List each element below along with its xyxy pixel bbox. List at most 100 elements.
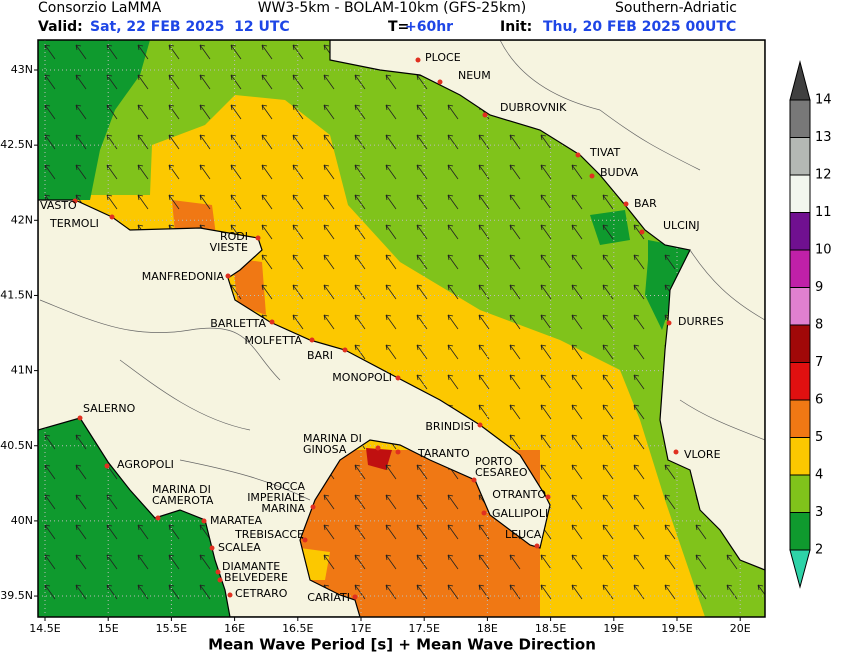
arrow (75, 44, 87, 60)
arrow (478, 194, 490, 210)
city-label: TIVAT (589, 146, 620, 159)
colorbar-segment (789, 212, 811, 251)
city-label: BRINDISI (425, 420, 474, 433)
city-label: VLORE (684, 448, 721, 461)
arrow (571, 344, 583, 360)
arrow (106, 584, 118, 600)
arrow (633, 344, 645, 360)
arrow (602, 584, 614, 600)
arrow (571, 164, 583, 180)
arrow (602, 434, 614, 450)
arrow (633, 434, 645, 450)
arrow (385, 164, 397, 180)
arrow (354, 524, 366, 540)
colorbar-label: 5 (815, 430, 823, 445)
arrow (106, 74, 118, 90)
arrow (44, 164, 56, 180)
arrow (633, 314, 645, 330)
arrow (75, 104, 87, 120)
arrow (509, 584, 521, 600)
lead: +60hr (405, 19, 453, 35)
arrow (106, 524, 118, 540)
arrow (230, 194, 242, 210)
arrow (478, 374, 490, 390)
city-dot (309, 337, 315, 343)
arrow (447, 344, 459, 360)
arrow (354, 584, 366, 600)
arrow (416, 134, 428, 150)
arrow (478, 314, 490, 330)
city-label: TREBISACCE (234, 528, 304, 541)
city-label: ULCINJ (663, 219, 700, 232)
arrow (354, 464, 366, 480)
arrow (137, 104, 149, 120)
arrow (664, 494, 676, 510)
arrow (571, 524, 583, 540)
arrow (292, 194, 304, 210)
city-label: OTRANTO (492, 488, 546, 501)
city-label: BUDVA (600, 166, 639, 179)
arrow (571, 584, 583, 600)
arrow (106, 134, 118, 150)
arrow (199, 104, 211, 120)
sea-dark-green (645, 240, 690, 330)
colorbar-label: 14 (815, 93, 832, 108)
arrow (385, 224, 397, 240)
arrow (695, 584, 707, 600)
arrow (757, 584, 765, 596)
arrow (416, 554, 428, 570)
arrow (695, 524, 707, 540)
arrow (385, 104, 397, 120)
city-label: PLOCE (425, 51, 461, 64)
arrow (540, 584, 552, 600)
arrow (602, 284, 614, 300)
city-dot (534, 543, 540, 549)
city-label: BAR (634, 197, 657, 210)
colorbar-end (789, 60, 811, 101)
arrow (602, 224, 614, 240)
arrow (540, 164, 552, 180)
city-dot (225, 273, 231, 279)
arrow (447, 284, 459, 300)
arrow (447, 584, 459, 600)
arrow (44, 434, 56, 450)
arrow (354, 104, 366, 120)
arrow (540, 314, 552, 330)
city-dot (201, 518, 207, 524)
sea-red (366, 448, 392, 470)
colorbar-segment (789, 287, 811, 326)
arrow (416, 524, 428, 540)
arrow (540, 254, 552, 270)
arrow (230, 74, 242, 90)
colorbar-label: 9 (815, 280, 823, 295)
arrow (106, 194, 118, 210)
colorbar-label: 12 (815, 168, 832, 183)
sea-dark-green (590, 210, 630, 245)
arrow (354, 254, 366, 270)
arrow (323, 314, 335, 330)
arrow (416, 494, 428, 510)
arrow (664, 584, 676, 600)
arrow (509, 164, 521, 180)
arrow (540, 284, 552, 300)
arrow (509, 554, 521, 570)
arrow (261, 134, 273, 150)
colorbar-label: 11 (815, 205, 832, 220)
colorbar: 2 3 4 5 6 7 8 9 10 11 12 13 14 (789, 60, 832, 589)
city-dot (395, 449, 401, 455)
arrow (323, 524, 335, 540)
colorbar-segment (789, 362, 811, 401)
arrow (323, 254, 335, 270)
arrow (168, 134, 180, 150)
city-dot (342, 347, 348, 353)
city-label: MARINA DI (152, 483, 211, 496)
arrow (478, 554, 490, 570)
arrow (354, 194, 366, 210)
arrow (416, 194, 428, 210)
arrow (168, 74, 180, 90)
arrow (385, 554, 397, 570)
arrow (323, 554, 335, 570)
arrow (106, 554, 118, 570)
arrow (664, 464, 676, 480)
